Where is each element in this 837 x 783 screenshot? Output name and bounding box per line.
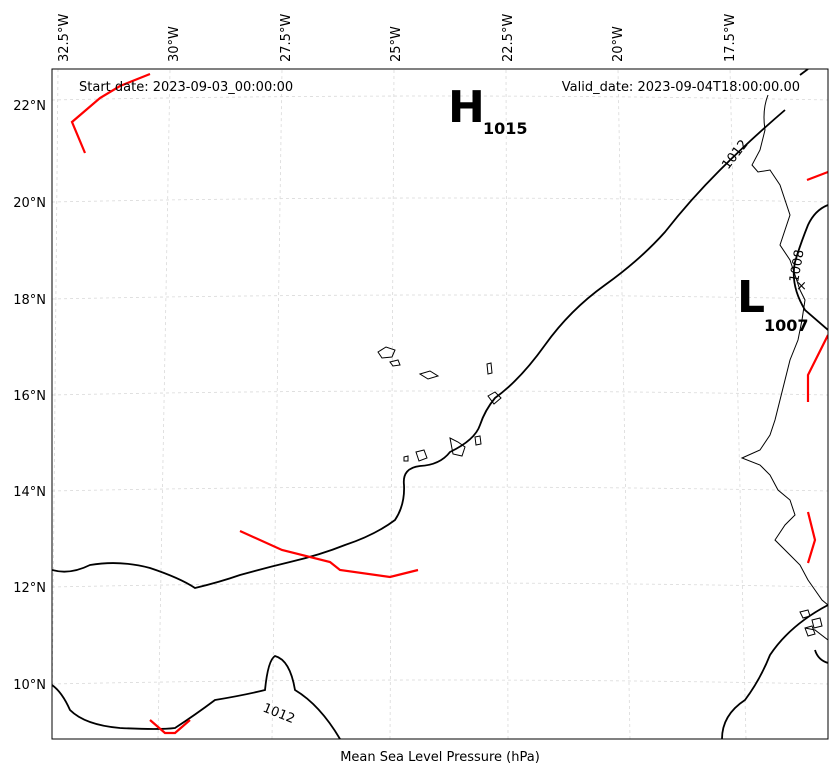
- parallel-20n: [52, 197, 828, 203]
- front-east-upper: [806, 170, 828, 182]
- lon-label-20w: 20°W: [611, 26, 626, 62]
- island-bissagos-2: [811, 617, 823, 629]
- latitude-labels: 22°N 20°N 18°N 16°N 14°N 12°N 10°N: [13, 99, 46, 693]
- island-bissagos-3: [804, 625, 816, 637]
- african-coast: [740, 94, 828, 606]
- start-date-label: Start date: 2023-09-03_00:00:00: [79, 80, 293, 95]
- lat-label-10n: 10°N: [13, 678, 46, 693]
- lat-label-22n: 22°N: [13, 99, 46, 114]
- front-east-mid: [806, 334, 828, 402]
- meridian-22-5w: [505, 69, 509, 739]
- island-santo-antao: [377, 346, 396, 359]
- front-northwest: [70, 72, 151, 154]
- meridian-17-5w: [729, 69, 747, 739]
- fronts: [70, 72, 828, 735]
- map-frame: [51, 68, 829, 740]
- island-sao-nicolau: [418, 370, 440, 380]
- isobar-1012-southeast: [721, 604, 828, 739]
- lon-label-32-5w: 32.5°W: [57, 14, 72, 62]
- isobar-1012-south: [52, 655, 341, 739]
- parallel-14n: [52, 486, 828, 492]
- lat-label-16n: 16°N: [13, 389, 46, 404]
- isobar-southeast-arc: [814, 649, 828, 664]
- isobar-north-edge: [799, 69, 809, 76]
- isobar-1012-north: [52, 109, 786, 589]
- isobar-1008: [792, 204, 828, 331]
- low-symbol: L: [737, 272, 765, 323]
- island-brava: [403, 455, 409, 462]
- meridian-25w: [389, 69, 395, 739]
- front-central: [239, 529, 419, 579]
- island-sal: [486, 362, 493, 375]
- coastlines: [377, 94, 828, 641]
- lon-label-25w: 25°W: [389, 26, 404, 62]
- meridian-30w: [157, 69, 171, 739]
- front-southwest: [149, 719, 191, 735]
- parallel-22n: [52, 95, 828, 101]
- lat-label-14n: 14°N: [13, 485, 46, 500]
- front-east-lower: [806, 511, 817, 564]
- lon-label-27-5w: 27.5°W: [279, 14, 294, 62]
- meridian-27-5w: [271, 69, 283, 739]
- parallel-18n: [52, 294, 828, 300]
- parallel-16n: [52, 390, 828, 396]
- map-area: [52, 69, 828, 739]
- meridian-32-5w: [52, 69, 59, 721]
- parallel-10n: [52, 679, 828, 685]
- high-symbol: H: [448, 82, 485, 133]
- low-center-marker: ×: [796, 279, 807, 294]
- valid-date-label: Valid_date: 2023-09-04T18:00:00.00: [562, 80, 800, 95]
- island-sao-vicente: [389, 359, 401, 367]
- island-maio: [474, 435, 482, 446]
- lat-label-18n: 18°N: [13, 293, 46, 308]
- low-value: 1007: [764, 316, 809, 335]
- island-fogo: [415, 449, 428, 462]
- parallel-12n: [52, 582, 828, 588]
- map-caption: Mean Sea Level Pressure (hPa): [340, 750, 540, 765]
- coast-south: [804, 627, 828, 641]
- longitude-labels: 32.5°W 30°W 27.5°W 25°W 22.5°W 20°W 17.5…: [57, 14, 738, 62]
- lat-label-12n: 12°N: [13, 581, 46, 596]
- lon-label-22-5w: 22.5°W: [501, 14, 516, 62]
- graticule: [52, 69, 828, 739]
- lon-label-30w: 30°W: [167, 26, 182, 62]
- pressure-center-high: H 1015: [448, 82, 528, 138]
- meridian-20w: [617, 69, 631, 739]
- pressure-center-low: L 1007: [737, 272, 809, 335]
- high-value: 1015: [483, 119, 528, 138]
- lon-label-17-5w: 17.5°W: [723, 14, 738, 62]
- isobars: [52, 69, 828, 739]
- lat-label-20n: 20°N: [13, 196, 46, 211]
- contour-label-1008: 1008: [787, 248, 808, 283]
